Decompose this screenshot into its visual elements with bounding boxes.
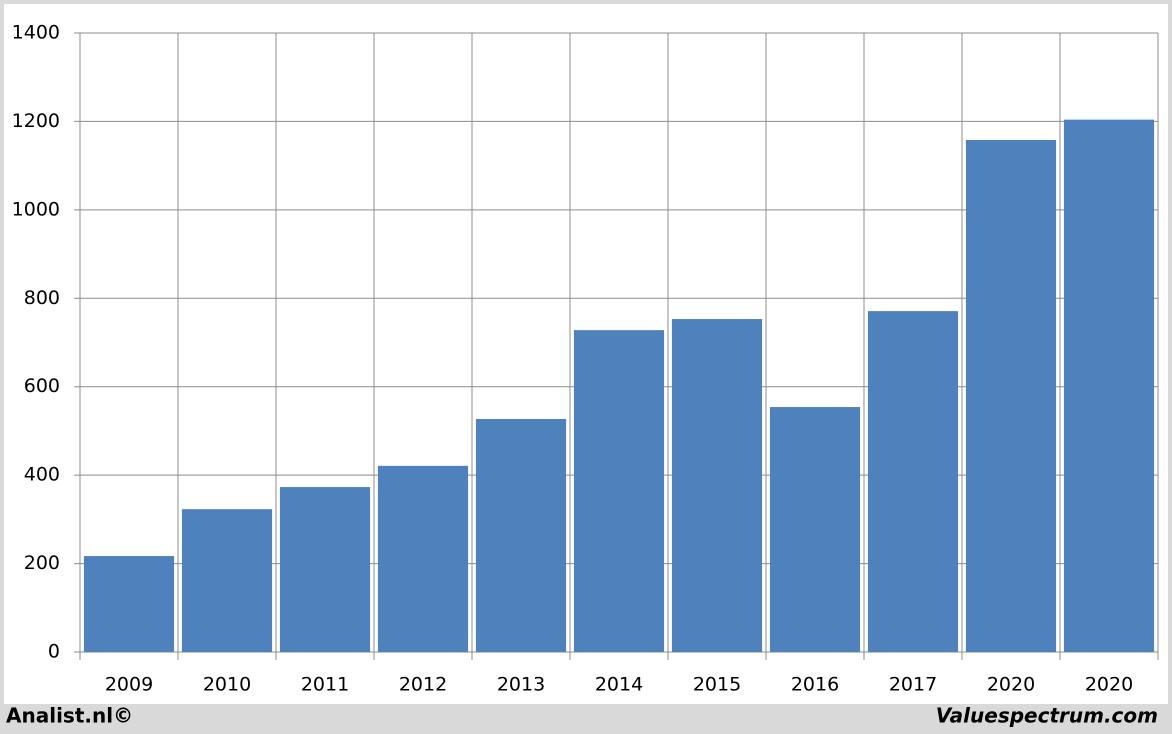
- x-tick-label: 2020: [1085, 674, 1133, 696]
- bar: [867, 311, 959, 652]
- x-tick-label: 2014: [595, 674, 643, 696]
- y-tick-label: 200: [24, 552, 60, 574]
- x-tick-label: 2011: [301, 674, 349, 696]
- bar: [279, 487, 371, 652]
- x-tick-label: 2012: [399, 674, 447, 696]
- y-tick-label: 1400: [12, 22, 60, 44]
- bar: [83, 556, 175, 652]
- x-tick-label: 2013: [497, 674, 545, 696]
- bar: [671, 319, 763, 652]
- bar: [475, 418, 567, 652]
- y-tick-label: 800: [24, 287, 60, 309]
- x-tick-label: 2015: [693, 674, 741, 696]
- bar: [181, 509, 273, 652]
- x-tick-label: 2010: [203, 674, 251, 696]
- y-tick-label: 0: [48, 641, 60, 663]
- bar: [573, 330, 665, 652]
- y-tick-label: 400: [24, 464, 60, 486]
- footer-right: Valuespectrum.com: [936, 704, 1158, 728]
- y-tick-label: 1200: [12, 110, 60, 132]
- bar: [377, 465, 469, 652]
- footer-left: Analist.nl©: [6, 704, 133, 728]
- y-tick-label: 1000: [12, 198, 60, 220]
- bar: [769, 407, 861, 652]
- x-tick-label: 2017: [889, 674, 937, 696]
- y-tick-label: 600: [24, 375, 60, 397]
- bar: [1063, 119, 1155, 652]
- x-tick-label: 2016: [791, 674, 839, 696]
- x-tick-label: 2020: [987, 674, 1035, 696]
- x-tick-label: 2009: [105, 674, 153, 696]
- bar: [965, 139, 1057, 653]
